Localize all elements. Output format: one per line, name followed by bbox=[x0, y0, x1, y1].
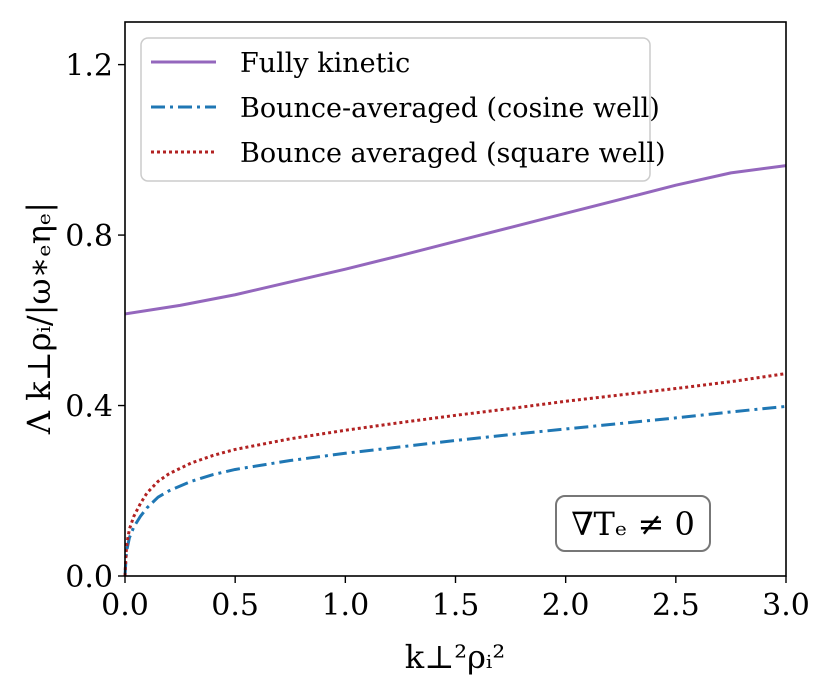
y-tick-label: 0.8 bbox=[65, 219, 113, 254]
legend-label-fully-kinetic: Fully kinetic bbox=[240, 48, 410, 79]
y-tick-label: 1.2 bbox=[65, 49, 113, 84]
x-tick-label: 0.0 bbox=[101, 588, 149, 623]
x-tick-label: 0.5 bbox=[211, 588, 259, 623]
legend-label-cosine-well: Bounce-averaged (cosine well) bbox=[240, 93, 660, 124]
annotation-box: ∇Tₑ ≠ 0 bbox=[555, 495, 711, 552]
annotation-text: ∇Tₑ ≠ 0 bbox=[571, 505, 695, 543]
x-tick-label: 1.5 bbox=[432, 588, 480, 623]
legend-label-square-well: Bounce averaged (square well) bbox=[240, 138, 666, 169]
y-tick-label: 0.4 bbox=[65, 390, 113, 425]
series-line-bounce-averaged-square-well bbox=[123, 372, 787, 577]
x-tick-label: 2.0 bbox=[542, 588, 590, 623]
series-layer bbox=[123, 164, 787, 577]
y-axis-label: Λ k⊥ρᵢ/|ω∗ₑηₑ| bbox=[20, 202, 58, 435]
legend: Fully kinetic Bounce-averaged (cosine we… bbox=[140, 37, 666, 182]
x-axis-label: k⊥²ρᵢ² bbox=[405, 638, 505, 676]
x-tick-label: 1.0 bbox=[321, 588, 369, 623]
x-tick-label: 2.5 bbox=[652, 588, 700, 623]
y-tick-label: 0.0 bbox=[65, 560, 113, 595]
x-tick-label: 3.0 bbox=[762, 588, 810, 623]
ticks-layer: 0.0 0.5 1.0 1.5 2.0 2.5 3.0 0.0 0.4 0.8 1.2 bbox=[65, 49, 810, 623]
series-line-fully-kinetic bbox=[124, 164, 787, 316]
annotation-frame bbox=[555, 495, 711, 552]
legend-box bbox=[140, 37, 651, 182]
